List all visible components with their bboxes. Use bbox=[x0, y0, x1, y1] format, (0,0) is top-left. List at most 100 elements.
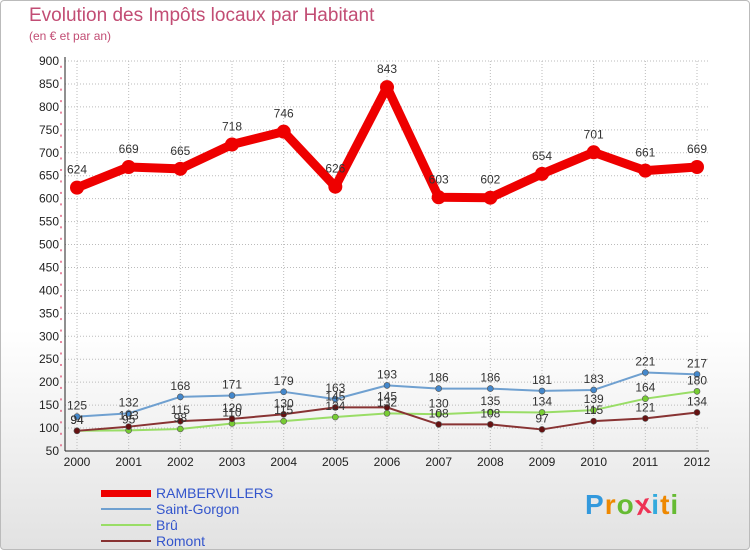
legend-item: Brû bbox=[1, 517, 301, 533]
y-tick-label: 450 bbox=[39, 260, 59, 274]
data-point bbox=[332, 395, 339, 403]
data-label: 121 bbox=[635, 400, 655, 414]
data-point bbox=[535, 166, 549, 181]
data-label: 125 bbox=[67, 399, 87, 413]
y-tick-label: 100 bbox=[39, 421, 59, 435]
data-point bbox=[225, 137, 239, 152]
data-label: 669 bbox=[119, 142, 139, 156]
data-label: 217 bbox=[687, 356, 707, 370]
data-label: 134 bbox=[687, 394, 707, 408]
data-label: 134 bbox=[532, 394, 552, 408]
y-tick-label: 850 bbox=[39, 77, 59, 91]
legend-label: RAMBERVILLERS bbox=[156, 485, 274, 501]
data-label: 97 bbox=[535, 411, 549, 425]
data-point bbox=[487, 408, 494, 416]
y-tick-label: 300 bbox=[39, 329, 59, 343]
y-tick-label: 550 bbox=[39, 215, 59, 229]
data-point bbox=[332, 413, 339, 421]
data-point bbox=[228, 392, 236, 399]
data-point bbox=[280, 388, 287, 396]
x-tick-label: 2004 bbox=[270, 455, 297, 469]
data-point bbox=[435, 421, 442, 428]
data-point bbox=[693, 371, 701, 378]
y-tick-label: 600 bbox=[39, 192, 59, 206]
data-point bbox=[483, 190, 498, 205]
data-label: 624 bbox=[67, 163, 87, 177]
y-tick-label: 500 bbox=[39, 238, 59, 252]
x-tick-label: 2000 bbox=[64, 455, 91, 469]
data-point bbox=[690, 159, 704, 174]
data-point bbox=[332, 404, 339, 411]
x-tick-label: 2008 bbox=[477, 455, 504, 469]
data-point bbox=[177, 417, 184, 425]
data-point bbox=[590, 406, 597, 414]
proxiti-logo: Proxiti bbox=[585, 487, 680, 522]
y-tick-label: 200 bbox=[39, 375, 59, 389]
x-tick-label: 2010 bbox=[580, 455, 607, 469]
legend-label: Romont bbox=[156, 533, 206, 549]
y-tick-label: 900 bbox=[39, 54, 59, 68]
data-point bbox=[73, 413, 81, 420]
chart-title: Evolution des Impôts locaux par Habitant bbox=[29, 5, 375, 26]
data-label: 701 bbox=[584, 127, 604, 141]
x-tick-label: 2003 bbox=[219, 455, 246, 469]
legend-item: Saint-Gorgon bbox=[1, 501, 301, 517]
y-tick-label: 50 bbox=[46, 444, 60, 458]
data-label: 94 bbox=[70, 413, 84, 427]
data-point bbox=[383, 404, 391, 411]
legend-label: Saint-Gorgon bbox=[156, 501, 240, 517]
data-label: 139 bbox=[584, 392, 604, 406]
y-tick-label: 750 bbox=[39, 123, 59, 137]
legend-swatch bbox=[101, 540, 151, 542]
x-tick-label: 2007 bbox=[425, 455, 452, 469]
data-label: 843 bbox=[377, 62, 397, 76]
x-tick-label: 2002 bbox=[167, 455, 194, 469]
data-point bbox=[435, 385, 442, 392]
data-label: 193 bbox=[377, 367, 397, 381]
legend-swatch bbox=[101, 524, 151, 526]
data-point bbox=[586, 145, 601, 160]
data-label: 108 bbox=[480, 406, 500, 420]
x-tick-label: 2012 bbox=[684, 455, 711, 469]
x-tick-label: 2006 bbox=[374, 455, 401, 469]
legend-swatch bbox=[101, 508, 151, 510]
data-label: 164 bbox=[635, 381, 655, 395]
data-label: 665 bbox=[170, 144, 190, 158]
data-label: 186 bbox=[429, 371, 449, 385]
legend-label: Brû bbox=[156, 517, 178, 533]
data-label: 132 bbox=[119, 395, 139, 409]
data-point bbox=[70, 180, 84, 195]
y-tick-label: 350 bbox=[39, 306, 59, 320]
data-label: 108 bbox=[429, 406, 449, 420]
data-point bbox=[328, 179, 343, 194]
data-point bbox=[642, 369, 649, 376]
data-label: 661 bbox=[635, 146, 655, 160]
data-point bbox=[642, 395, 649, 402]
data-label: 163 bbox=[325, 381, 345, 395]
data-label: 168 bbox=[170, 379, 190, 393]
data-label: 115 bbox=[274, 403, 293, 417]
data-label: 181 bbox=[532, 373, 552, 387]
y-tick-label: 150 bbox=[39, 398, 59, 412]
chart-subtitle: (en € et par an) bbox=[29, 29, 112, 43]
data-label: 718 bbox=[222, 120, 242, 134]
y-tick-label: 250 bbox=[39, 352, 59, 366]
data-label: 120 bbox=[222, 401, 242, 415]
y-tick-label: 650 bbox=[39, 169, 59, 183]
data-point bbox=[125, 423, 132, 430]
data-label: 115 bbox=[584, 403, 603, 417]
data-point bbox=[693, 409, 701, 416]
data-label: 180 bbox=[687, 373, 707, 387]
data-point bbox=[121, 159, 136, 174]
data-label: 746 bbox=[274, 107, 294, 121]
data-point bbox=[538, 387, 546, 395]
data-label: 221 bbox=[635, 355, 655, 369]
data-point bbox=[383, 382, 391, 389]
data-point bbox=[276, 124, 291, 139]
data-label: 135 bbox=[480, 394, 500, 408]
data-point bbox=[125, 410, 132, 417]
x-tick-label: 2001 bbox=[115, 455, 142, 469]
data-label: 98 bbox=[174, 411, 188, 425]
